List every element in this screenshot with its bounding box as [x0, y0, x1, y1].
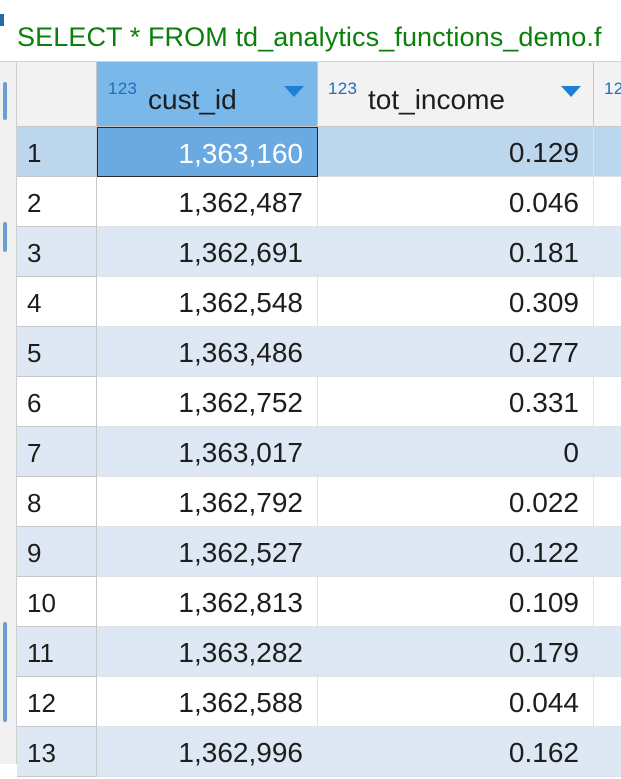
cell-cust-id[interactable]: 1,363,486 — [97, 327, 318, 377]
numeric-type-icon: 12 — [604, 79, 621, 98]
cell-cust-id[interactable]: 1,363,282 — [97, 627, 318, 677]
cell-tot-income[interactable]: 0.309 — [318, 277, 594, 327]
cell-tot-income[interactable]: 0 — [318, 427, 594, 477]
table-row[interactable]: 6 1,362,752 0.331 — [17, 377, 621, 427]
cell-tot-income[interactable]: 0.179 — [318, 627, 594, 677]
cell-cust-id[interactable]: 1,362,813 — [97, 577, 318, 627]
chevron-down-icon[interactable] — [284, 86, 304, 97]
cell-next-column[interactable] — [594, 627, 621, 677]
cell-tot-income[interactable]: 0.129 — [318, 127, 594, 177]
cell-cust-id[interactable]: 1,362,527 — [97, 527, 318, 577]
table-row[interactable]: 4 1,362,548 0.309 — [17, 277, 621, 327]
cell-tot-income[interactable]: 0.122 — [318, 527, 594, 577]
cell-cust-id[interactable]: 1,362,691 — [97, 227, 318, 277]
chevron-down-icon[interactable] — [561, 86, 581, 97]
row-number[interactable]: 6 — [17, 377, 97, 427]
cell-cust-id[interactable]: 1,362,548 — [97, 277, 318, 327]
cell-next-column[interactable] — [594, 527, 621, 577]
table-row[interactable]: 12 1,362,588 0.044 — [17, 677, 621, 727]
column-header-next[interactable]: 12 — [594, 62, 621, 127]
cell-tot-income[interactable]: 0.162 — [318, 727, 594, 777]
table-row[interactable]: 9 1,362,527 0.122 — [17, 527, 621, 577]
cell-cust-id[interactable]: 1,362,588 — [97, 677, 318, 727]
cell-next-column[interactable] — [594, 227, 621, 277]
cell-cust-id[interactable]: 1,362,487 — [97, 177, 318, 227]
column-name: cust_id — [148, 84, 237, 115]
row-number[interactable]: 7 — [17, 427, 97, 477]
result-grid: 1 1,363,160 0.129 2 1,362,487 0.046 3 1,362,691… — [17, 127, 621, 777]
cell-tot-income[interactable]: 0.044 — [318, 677, 594, 727]
cell-next-column[interactable] — [594, 427, 621, 477]
cell-tot-income[interactable]: 0.277 — [318, 327, 594, 377]
table-row[interactable]: 2 1,362,487 0.046 — [17, 177, 621, 227]
table-row[interactable]: 11 1,363,282 0.179 — [17, 627, 621, 677]
grid-corner-header[interactable] — [17, 62, 97, 127]
row-number[interactable]: 1 — [17, 127, 97, 177]
column-header-cust-id[interactable]: 123 cust_id — [97, 62, 318, 127]
side-panel-tab-marker — [3, 222, 7, 252]
table-row[interactable]: 1 1,363,160 0.129 — [17, 127, 621, 177]
sql-query-text[interactable]: SELECT * FROM td_analytics_functions_dem… — [17, 22, 602, 52]
cell-tot-income[interactable]: 0.046 — [318, 177, 594, 227]
side-panel-tab-marker — [3, 82, 7, 120]
cell-tot-income[interactable]: 0.331 — [318, 377, 594, 427]
cell-next-column[interactable] — [594, 377, 621, 427]
cell-cust-id[interactable]: 1,363,160 — [97, 127, 318, 177]
column-name: tot_income — [368, 84, 505, 115]
row-number[interactable]: 9 — [17, 527, 97, 577]
cell-tot-income[interactable]: 0.109 — [318, 577, 594, 627]
cell-cust-id[interactable]: 1,362,752 — [97, 377, 318, 427]
table-row[interactable]: 7 1,363,017 0 — [17, 427, 621, 477]
table-row[interactable]: 5 1,363,486 0.277 — [17, 327, 621, 377]
row-number[interactable]: 8 — [17, 477, 97, 527]
table-row[interactable]: 8 1,362,792 0.022 — [17, 477, 621, 527]
row-number[interactable]: 4 — [17, 277, 97, 327]
row-number[interactable]: 11 — [17, 627, 97, 677]
cell-next-column[interactable] — [594, 327, 621, 377]
cell-next-column[interactable] — [594, 277, 621, 327]
numeric-type-icon: 123 — [108, 79, 138, 98]
table-row[interactable]: 13 1,362,996 0.162 — [17, 727, 621, 777]
side-panel-tab-marker — [3, 622, 7, 722]
row-number[interactable]: 10 — [17, 577, 97, 627]
row-number[interactable]: 5 — [17, 327, 97, 377]
cell-next-column[interactable] — [594, 177, 621, 227]
row-number[interactable]: 13 — [17, 727, 97, 777]
cell-cust-id[interactable]: 1,362,996 — [97, 727, 318, 777]
cell-next-column[interactable] — [594, 677, 621, 727]
table-row[interactable]: 10 1,362,813 0.109 — [17, 577, 621, 627]
cell-next-column[interactable] — [594, 477, 621, 527]
side-panel-strip[interactable] — [0, 62, 17, 764]
column-header-tot-income[interactable]: 123 tot_income — [318, 62, 594, 127]
editor-caret-marker — [0, 14, 4, 26]
numeric-type-icon: 123 — [328, 79, 358, 98]
cell-next-column[interactable] — [594, 727, 621, 777]
cell-cust-id[interactable]: 1,363,017 — [97, 427, 318, 477]
row-number[interactable]: 3 — [17, 227, 97, 277]
cell-next-column[interactable] — [594, 127, 621, 177]
cell-next-column[interactable] — [594, 577, 621, 627]
cell-cust-id[interactable]: 1,362,792 — [97, 477, 318, 527]
cell-tot-income[interactable]: 0.181 — [318, 227, 594, 277]
table-row[interactable]: 3 1,362,691 0.181 — [17, 227, 621, 277]
row-number[interactable]: 12 — [17, 677, 97, 727]
sql-query-bar[interactable]: SELECT * FROM td_analytics_functions_dem… — [0, 0, 621, 62]
row-number[interactable]: 2 — [17, 177, 97, 227]
cell-tot-income[interactable]: 0.022 — [318, 477, 594, 527]
